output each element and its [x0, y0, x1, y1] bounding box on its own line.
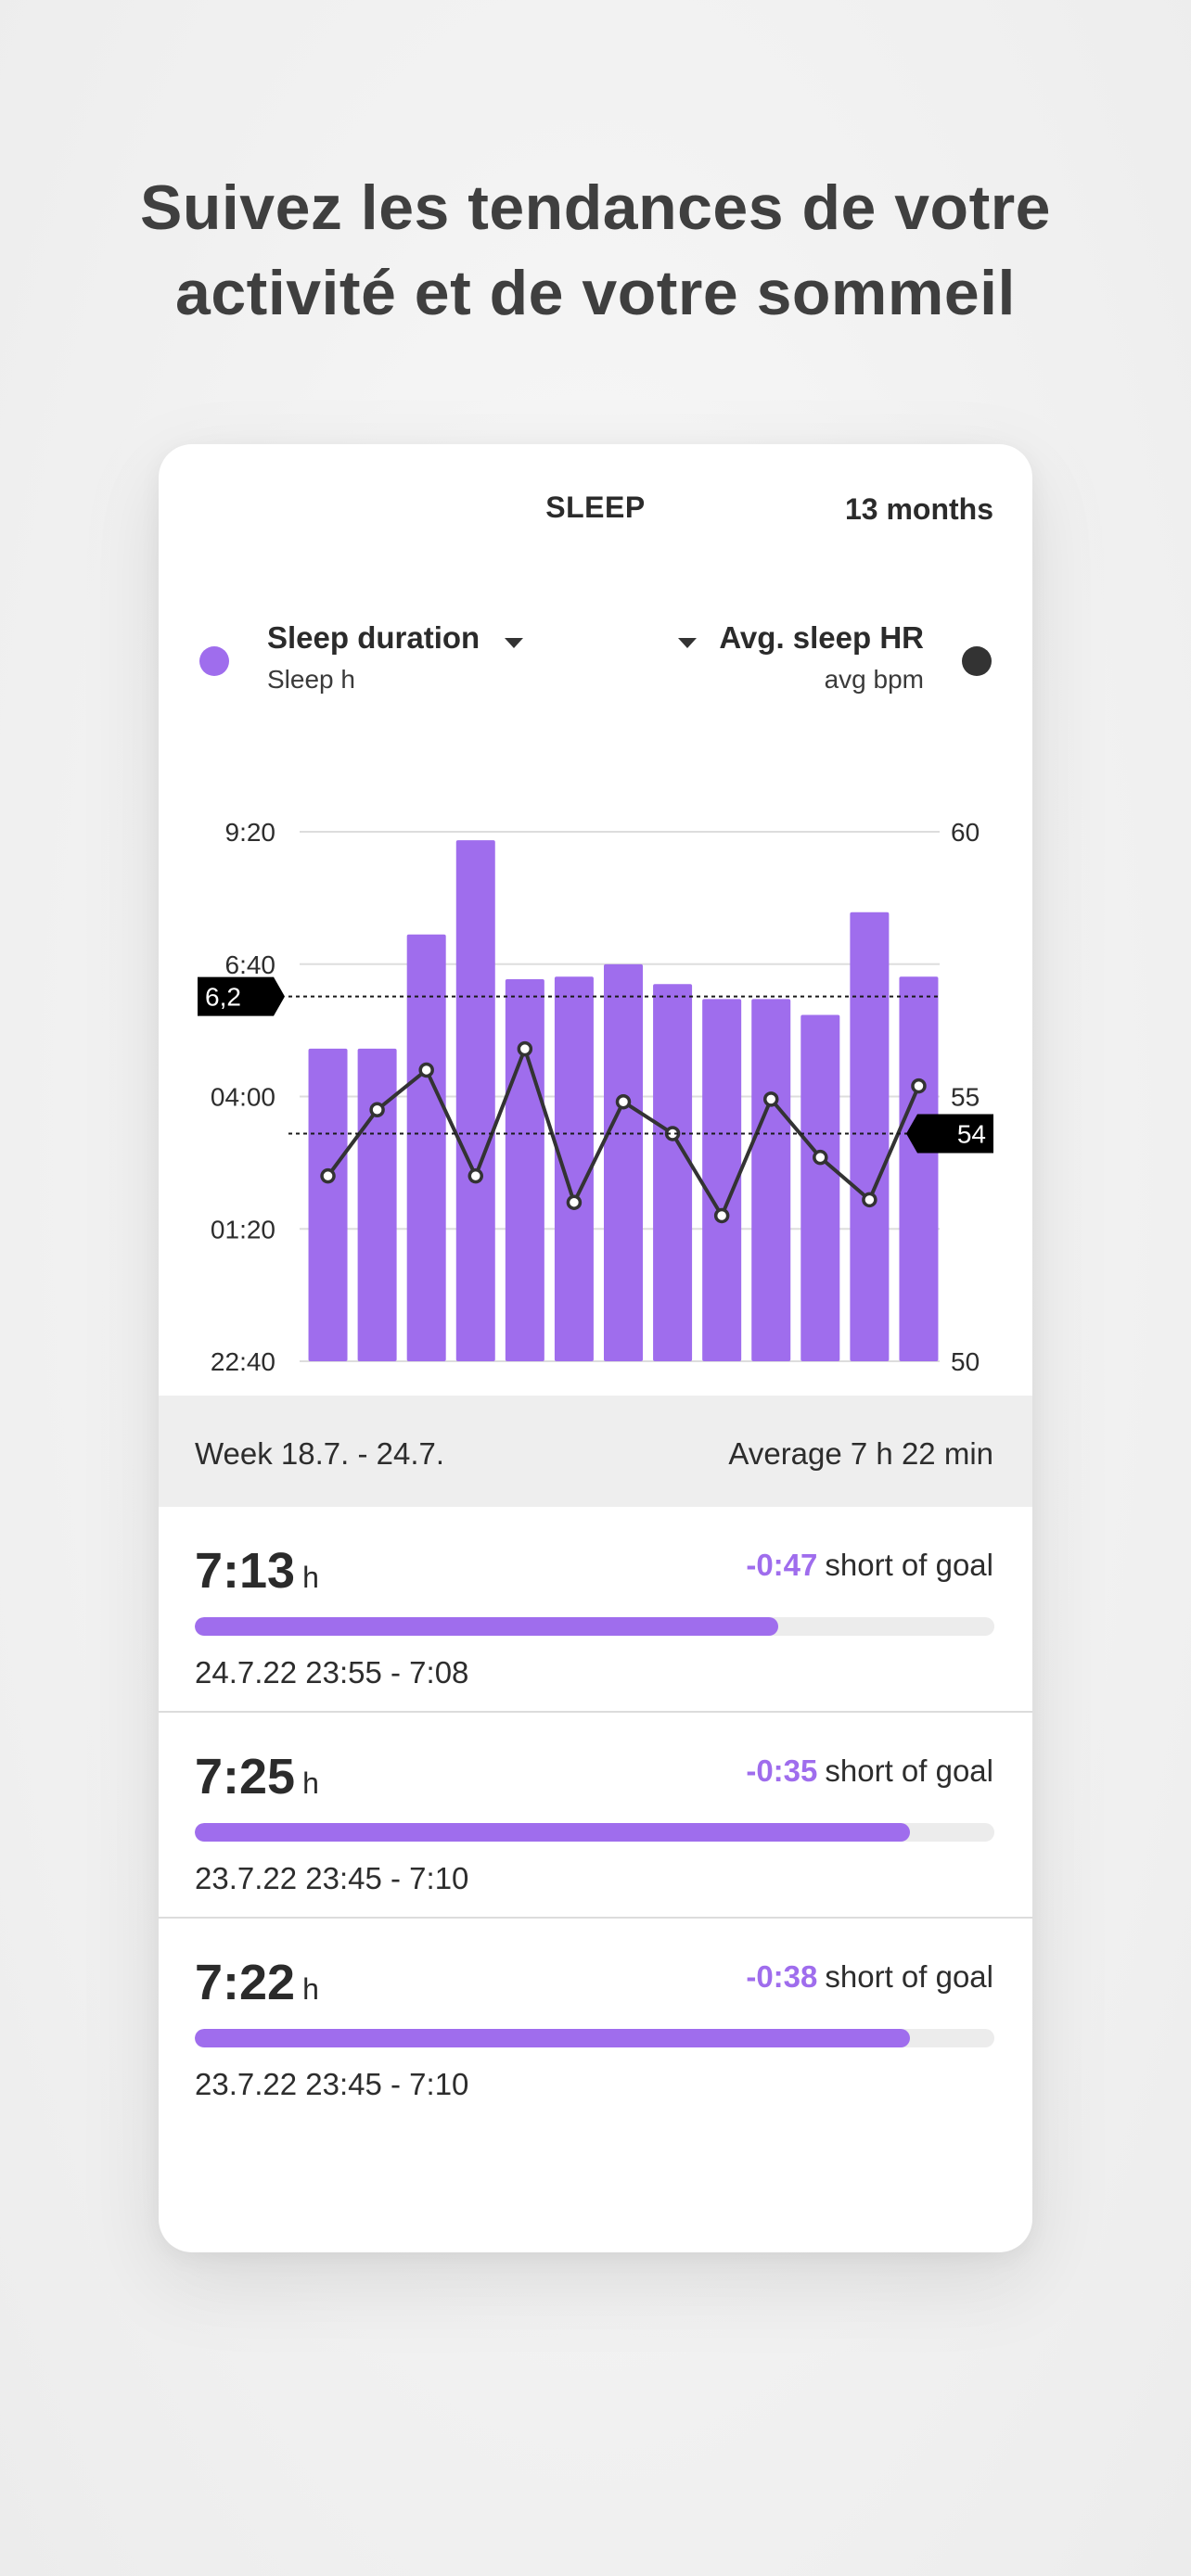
sleep-duration-legend-dot	[199, 646, 229, 676]
y-left-tick-label: 6:40	[225, 950, 276, 979]
entry-duration-unit: h	[302, 1561, 319, 1594]
headline: Suivez les tendances de votre activité e…	[0, 165, 1191, 336]
bar	[899, 976, 939, 1361]
bar	[455, 840, 495, 1361]
entry-progress-fill	[195, 1823, 911, 1842]
hr-point	[566, 1194, 583, 1210]
entry-progress-fill	[195, 1617, 779, 1636]
entry-duration-value: 7:22	[195, 1955, 296, 2010]
sleep-card: SLEEP 13 months Sleep duration Sleep h A…	[159, 444, 1032, 2252]
hr-point	[664, 1126, 681, 1141]
y-right-tick-label: 55	[951, 1083, 980, 1112]
bar	[406, 934, 446, 1361]
headline-line-2: activité et de votre sommeil	[175, 258, 1016, 328]
marker-label: 6,2	[205, 983, 241, 1012]
period-selector[interactable]: 13 months	[844, 492, 993, 526]
bar	[554, 976, 594, 1361]
y-right-tick-label: 50	[951, 1347, 980, 1371]
card-title: SLEEP	[545, 491, 646, 524]
entry-progress-track	[195, 2029, 994, 2047]
week-summary-bar: Week 18.7. - 24.7. Average 7 h 22 min	[159, 1396, 1032, 1507]
bar	[308, 1048, 348, 1361]
sleep-duration-unit: Sleep h	[267, 665, 355, 694]
y-left-tick-label: 22:40	[211, 1347, 275, 1371]
y-left-tick-label: 04:00	[211, 1083, 275, 1112]
hr-point	[517, 1040, 533, 1057]
y-left-tick-label: 01:20	[211, 1215, 275, 1243]
avg-sleep-hr-legend-dot	[962, 646, 992, 676]
bar	[800, 1014, 840, 1361]
entry-goal-delta: -0:38	[746, 1959, 818, 1994]
sleep-entry[interactable]: 7:13 h -0:47 short of goal 24.7.22 23:55 -…	[159, 1507, 1032, 1713]
entry-duration-unit: h	[302, 1972, 319, 2006]
avg-sleep-hr-unit: avg bpm	[824, 665, 924, 694]
hr-point	[911, 1078, 927, 1094]
entry-duration-value: 7:25	[195, 1749, 296, 1804]
marker-flag	[198, 976, 285, 1016]
sleep-duration-selector[interactable]: Sleep duration	[267, 620, 480, 655]
entry-goal-delta: -0:35	[746, 1753, 818, 1788]
hr-point	[467, 1167, 484, 1184]
entry-progress-fill	[195, 2029, 911, 2047]
marker-flag	[906, 1114, 993, 1154]
hr-point	[369, 1102, 385, 1118]
bar	[850, 912, 890, 1361]
hr-point	[320, 1167, 336, 1184]
entry-duration: 7:22 h	[195, 1954, 319, 2011]
bar	[653, 984, 693, 1361]
entry-goal-diff: -0:47 short of goal	[746, 1548, 993, 1583]
entry-duration: 7:25 h	[195, 1748, 319, 1805]
entry-goal-text: short of goal	[825, 1753, 993, 1788]
week-label: Week 18.7. - 24.7.	[195, 1436, 445, 1471]
sleep-entry[interactable]: 7:22 h -0:38 short of goal 23.7.22 23:45 -…	[159, 1919, 1032, 2123]
entry-goal-delta: -0:47	[746, 1548, 818, 1582]
bar	[505, 978, 544, 1361]
bar	[751, 999, 791, 1361]
sleep-chart: 9:206:4004:0001:2022:40605550JASONDJFMAM…	[198, 818, 993, 1371]
entry-duration: 7:13 h	[195, 1542, 319, 1600]
week-average: Average 7 h 22 min	[728, 1436, 993, 1471]
hr-point	[813, 1149, 828, 1166]
y-left-tick-label: 9:20	[225, 818, 276, 847]
caret-down-icon[interactable]	[505, 638, 523, 648]
entry-duration-unit: h	[302, 1766, 319, 1800]
bar	[604, 963, 643, 1361]
sleep-entry[interactable]: 7:25 h -0:35 short of goal 23.7.22 23:45 -…	[159, 1713, 1032, 1919]
y-right-tick-label: 60	[951, 818, 980, 847]
hr-point	[762, 1091, 779, 1107]
avg-sleep-hr-selector[interactable]: Avg. sleep HR	[719, 620, 924, 655]
marker-label: 54	[957, 1119, 986, 1148]
entry-duration-value: 7:13	[195, 1543, 296, 1599]
bar	[357, 1048, 397, 1361]
entry-progress-track	[195, 1617, 994, 1636]
entry-progress-track	[195, 1823, 994, 1842]
entry-goal-diff: -0:38 short of goal	[746, 1959, 993, 1995]
bar	[702, 999, 742, 1361]
entry-goal-diff: -0:35 short of goal	[746, 1753, 993, 1789]
entry-time-range: 24.7.22 23:55 - 7:08	[195, 1655, 469, 1690]
entry-goal-text: short of goal	[825, 1548, 993, 1582]
headline-line-1: Suivez les tendances de votre	[139, 172, 1051, 243]
hr-point	[615, 1093, 632, 1110]
hr-point	[862, 1192, 877, 1208]
hr-point	[713, 1207, 730, 1224]
entry-time-range: 23.7.22 23:45 - 7:10	[195, 2067, 469, 2101]
caret-down-icon[interactable]	[678, 638, 697, 648]
hr-point	[418, 1062, 434, 1078]
entry-time-range: 23.7.22 23:45 - 7:10	[195, 1861, 469, 1895]
entry-goal-text: short of goal	[825, 1959, 993, 1994]
